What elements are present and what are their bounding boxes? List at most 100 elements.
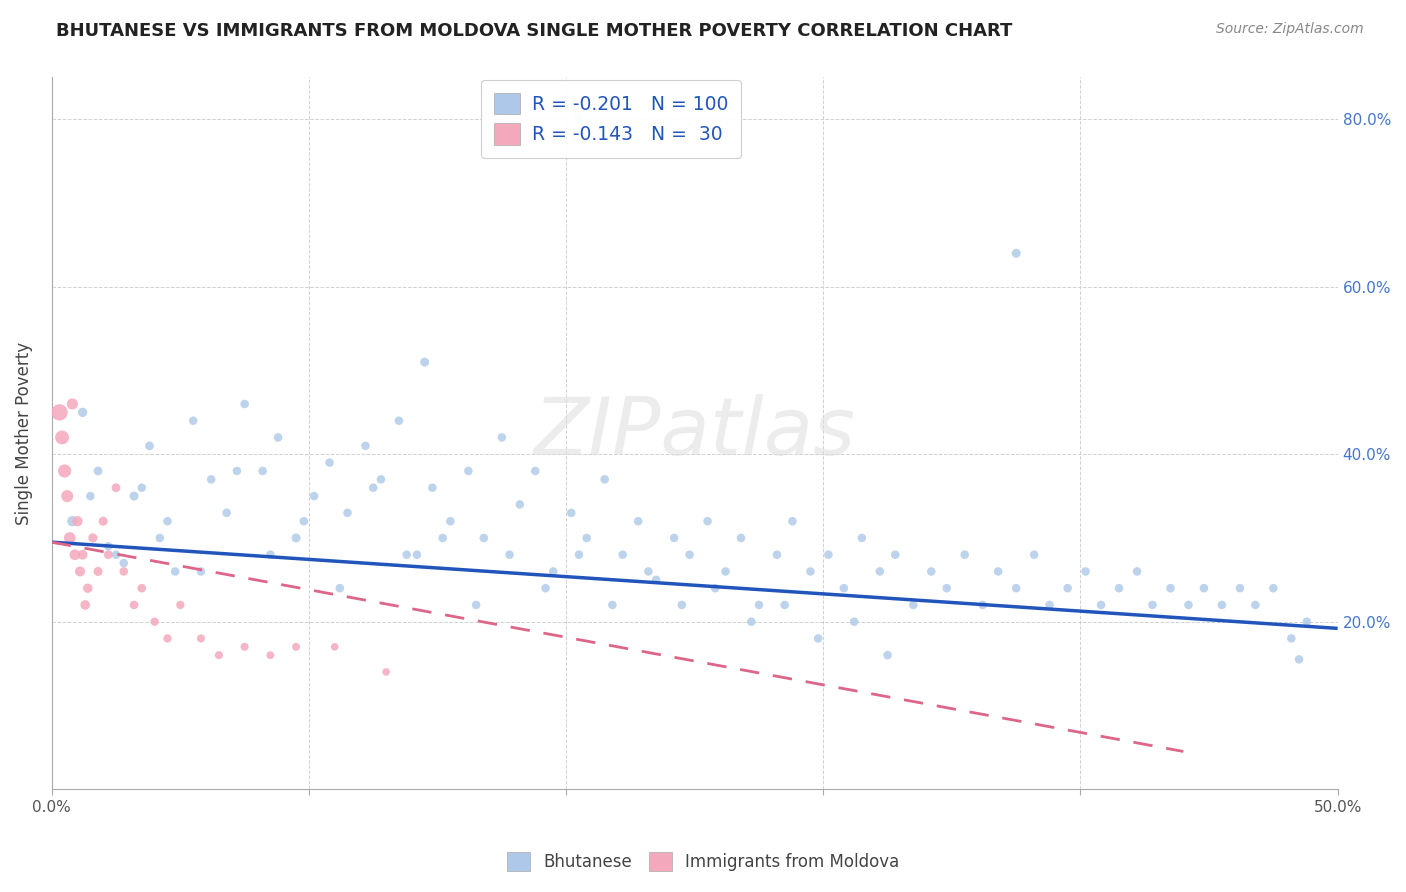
Point — [1142, 598, 1164, 612]
Point — [1024, 548, 1046, 562]
Point — [1244, 598, 1267, 612]
Point — [252, 464, 274, 478]
Point — [972, 598, 994, 612]
Point — [662, 531, 685, 545]
Point — [541, 565, 564, 579]
Point — [143, 615, 166, 629]
Point — [1263, 581, 1285, 595]
Point — [329, 581, 352, 595]
Point — [75, 598, 97, 612]
Point — [208, 648, 231, 663]
Point — [292, 514, 315, 528]
Point — [53, 464, 76, 478]
Point — [318, 456, 340, 470]
Point — [832, 581, 855, 595]
Point — [920, 565, 942, 579]
Point — [568, 112, 591, 127]
Point — [190, 632, 212, 646]
Text: Source: ZipAtlas.com: Source: ZipAtlas.com — [1216, 22, 1364, 37]
Text: ZIPatlas: ZIPatlas — [534, 394, 856, 472]
Point — [1090, 598, 1112, 612]
Point — [987, 565, 1010, 579]
Point — [645, 573, 668, 587]
Point — [799, 565, 821, 579]
Point — [627, 514, 650, 528]
Point — [439, 514, 461, 528]
Point — [876, 648, 898, 663]
Point — [1211, 598, 1233, 612]
Point — [953, 548, 976, 562]
Point — [1056, 581, 1078, 595]
Point — [72, 405, 94, 419]
Point — [714, 565, 737, 579]
Point — [156, 632, 179, 646]
Point — [730, 531, 752, 545]
Point — [259, 648, 281, 663]
Point — [842, 615, 865, 629]
Point — [773, 598, 796, 612]
Point — [1229, 581, 1251, 595]
Point — [560, 506, 582, 520]
Point — [112, 565, 135, 579]
Point — [1126, 565, 1149, 579]
Point — [76, 581, 98, 595]
Point — [1005, 581, 1028, 595]
Point — [97, 548, 120, 562]
Point — [1005, 246, 1028, 260]
Point — [156, 514, 179, 528]
Point — [568, 112, 591, 127]
Point — [233, 640, 256, 654]
Point — [782, 514, 804, 528]
Point — [370, 472, 392, 486]
Point — [138, 439, 160, 453]
Point — [696, 514, 718, 528]
Point — [82, 531, 104, 545]
Point — [91, 514, 114, 528]
Point — [637, 565, 659, 579]
Point — [1074, 565, 1097, 579]
Point — [63, 548, 86, 562]
Point — [181, 414, 204, 428]
Point — [259, 548, 281, 562]
Point — [302, 489, 325, 503]
Point — [105, 481, 128, 495]
Point — [87, 464, 110, 478]
Point — [422, 481, 444, 495]
Point — [87, 565, 110, 579]
Point — [48, 405, 70, 419]
Point — [354, 439, 377, 453]
Point — [122, 489, 145, 503]
Point — [190, 565, 212, 579]
Point — [267, 430, 290, 444]
Point — [903, 598, 925, 612]
Point — [1039, 598, 1062, 612]
Point — [817, 548, 839, 562]
Point — [51, 430, 73, 444]
Point — [524, 464, 547, 478]
Legend: R = -0.201   N = 100, R = -0.143   N =  30: R = -0.201 N = 100, R = -0.143 N = 30 — [481, 79, 741, 158]
Point — [112, 556, 135, 570]
Point — [97, 539, 120, 553]
Point — [575, 531, 598, 545]
Point — [491, 430, 513, 444]
Point — [1279, 632, 1302, 646]
Point — [215, 506, 238, 520]
Point — [336, 506, 359, 520]
Point — [472, 531, 495, 545]
Point — [1295, 615, 1317, 629]
Point — [568, 548, 591, 562]
Point — [1159, 581, 1181, 595]
Point — [60, 397, 83, 411]
Point — [534, 581, 557, 595]
Point — [131, 481, 153, 495]
Point — [66, 514, 89, 528]
Point — [285, 531, 308, 545]
Point — [406, 548, 429, 562]
Point — [671, 598, 693, 612]
Point — [593, 472, 616, 486]
Point — [498, 548, 520, 562]
Point — [388, 414, 411, 428]
Point — [935, 581, 957, 595]
Point — [285, 640, 308, 654]
Point — [131, 581, 153, 595]
